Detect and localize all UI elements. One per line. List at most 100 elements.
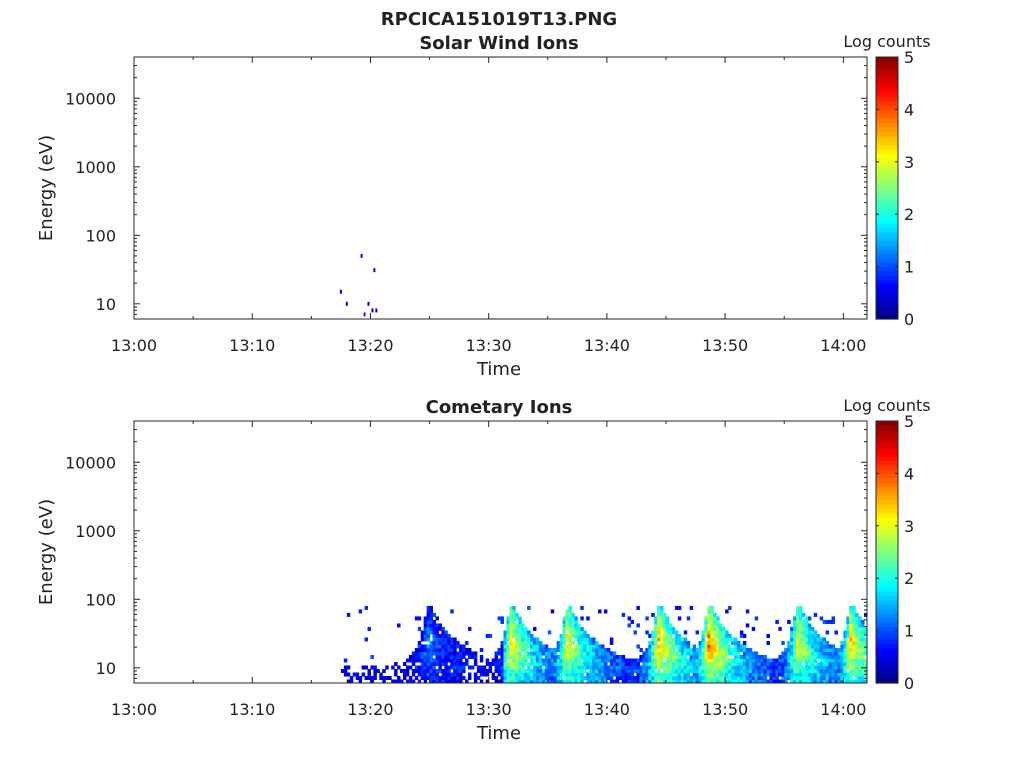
heatmap-cell <box>417 644 422 649</box>
heatmap-cell <box>568 640 572 645</box>
colorbar-segment <box>876 131 898 137</box>
heatmap-cell <box>512 658 516 663</box>
heatmap-cell <box>799 612 803 617</box>
heatmap-cell <box>518 665 522 670</box>
heatmap-cell <box>793 640 797 645</box>
heatmap-cell <box>819 668 824 673</box>
heatmap-cell <box>849 630 853 635</box>
heatmap-cell <box>751 679 756 684</box>
heatmap-cell <box>793 661 797 666</box>
heatmap-cell <box>807 616 812 621</box>
heatmap-cell <box>441 661 445 666</box>
heatmap-cell <box>512 630 516 635</box>
heatmap-cell <box>444 675 448 680</box>
heatmap-cell <box>506 619 510 624</box>
heatmap-cell <box>606 654 611 659</box>
heatmap-cell <box>559 679 564 684</box>
heatmap-cell <box>411 651 416 656</box>
heatmap-cell <box>547 668 552 673</box>
heatmap-cell <box>793 658 797 663</box>
heatmap-cell <box>385 665 389 670</box>
heatmap-cell <box>441 675 445 680</box>
heatmap-cell <box>405 679 410 684</box>
heatmap-cell <box>837 651 841 656</box>
heatmap-cell <box>429 644 434 649</box>
heatmap-cell <box>799 672 803 677</box>
heatmap-cell <box>674 668 679 673</box>
heatmap-cell <box>692 654 697 659</box>
heatmap-cell <box>630 665 635 670</box>
heatmap-cell <box>485 668 490 673</box>
heatmap-cell <box>485 633 490 638</box>
heatmap-cell <box>801 619 806 624</box>
heatmap-cell <box>775 672 779 677</box>
heatmap-cell <box>846 672 850 677</box>
heatmap-cell <box>710 665 714 670</box>
heatmap-cell <box>565 672 569 677</box>
heatmap-cell <box>417 654 422 659</box>
heatmap-cell <box>843 661 847 666</box>
heatmap-cell <box>432 644 436 649</box>
heatmap-cell <box>456 661 460 666</box>
heatmap-cell <box>494 668 499 673</box>
heatmap-cell <box>624 665 629 670</box>
heatmap-cell <box>453 675 457 680</box>
heatmap-cell <box>834 654 838 659</box>
heatmap-cell <box>799 679 803 684</box>
heatmap-cell <box>716 637 720 642</box>
colorbar-segment <box>876 503 898 509</box>
heatmap-cell <box>787 658 791 663</box>
heatmap-cell <box>692 675 697 680</box>
heatmap-cell <box>666 647 670 652</box>
heatmap-cell <box>574 672 578 677</box>
heatmap-cell <box>503 658 507 663</box>
heatmap-cell <box>524 640 528 645</box>
heatmap-cell <box>831 647 835 652</box>
heatmap-cell <box>719 633 723 638</box>
heatmap-cell <box>447 679 451 684</box>
heatmap-cell <box>834 679 838 684</box>
heatmap-cell <box>849 612 853 617</box>
heatmap-cell <box>429 654 434 659</box>
heatmap-cell <box>739 654 744 659</box>
heatmap-cell <box>506 616 510 621</box>
heatmap-cell <box>438 633 442 638</box>
heatmap-cell <box>778 668 782 673</box>
heatmap-cell <box>707 654 711 659</box>
heatmap-cell <box>577 640 581 645</box>
heatmap-cell <box>568 637 572 642</box>
heatmap-cell <box>367 672 371 677</box>
heatmap-cell <box>648 665 652 670</box>
heatmap-cell <box>574 675 578 680</box>
heatmap-cell <box>663 675 667 680</box>
heatmap-cell <box>819 665 824 670</box>
heatmap-cell <box>677 672 682 677</box>
heatmap-cell <box>515 647 519 652</box>
heatmap-cell <box>666 644 670 649</box>
heatmap-cell <box>657 647 661 652</box>
x-tick-label: 13:20 <box>347 700 393 719</box>
heatmap-cell <box>680 637 685 642</box>
heatmap-cell <box>503 679 507 684</box>
heatmap-cell <box>580 672 584 677</box>
heatmap-cell <box>852 640 856 645</box>
heatmap-cell <box>704 633 708 638</box>
heatmap-cell <box>651 675 655 680</box>
heatmap-cell <box>701 630 705 635</box>
colorbar-segment <box>876 244 898 250</box>
heatmap-cell <box>852 672 856 677</box>
heatmap-cell <box>778 672 782 677</box>
heatmap-cell <box>512 675 516 680</box>
heatmap-cell <box>825 630 830 635</box>
heatmap-cell <box>822 679 827 684</box>
heatmap-cell <box>438 661 442 666</box>
heatmap-cell <box>612 668 617 673</box>
heatmap-cell <box>668 675 673 680</box>
heatmap-cell <box>846 633 850 638</box>
heatmap-cell <box>633 665 637 670</box>
heatmap-cell <box>497 651 501 656</box>
heatmap-cell <box>624 672 629 677</box>
heatmap-cell <box>615 658 620 663</box>
heatmap-cell <box>494 675 499 680</box>
heatmap-cell <box>417 647 422 652</box>
